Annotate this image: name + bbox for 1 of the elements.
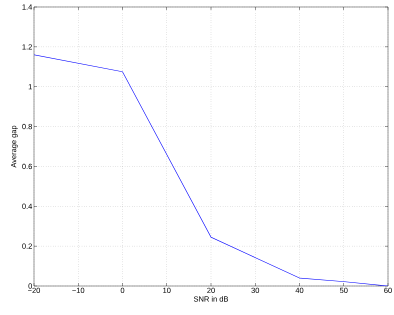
line-series: [34, 54, 388, 286]
